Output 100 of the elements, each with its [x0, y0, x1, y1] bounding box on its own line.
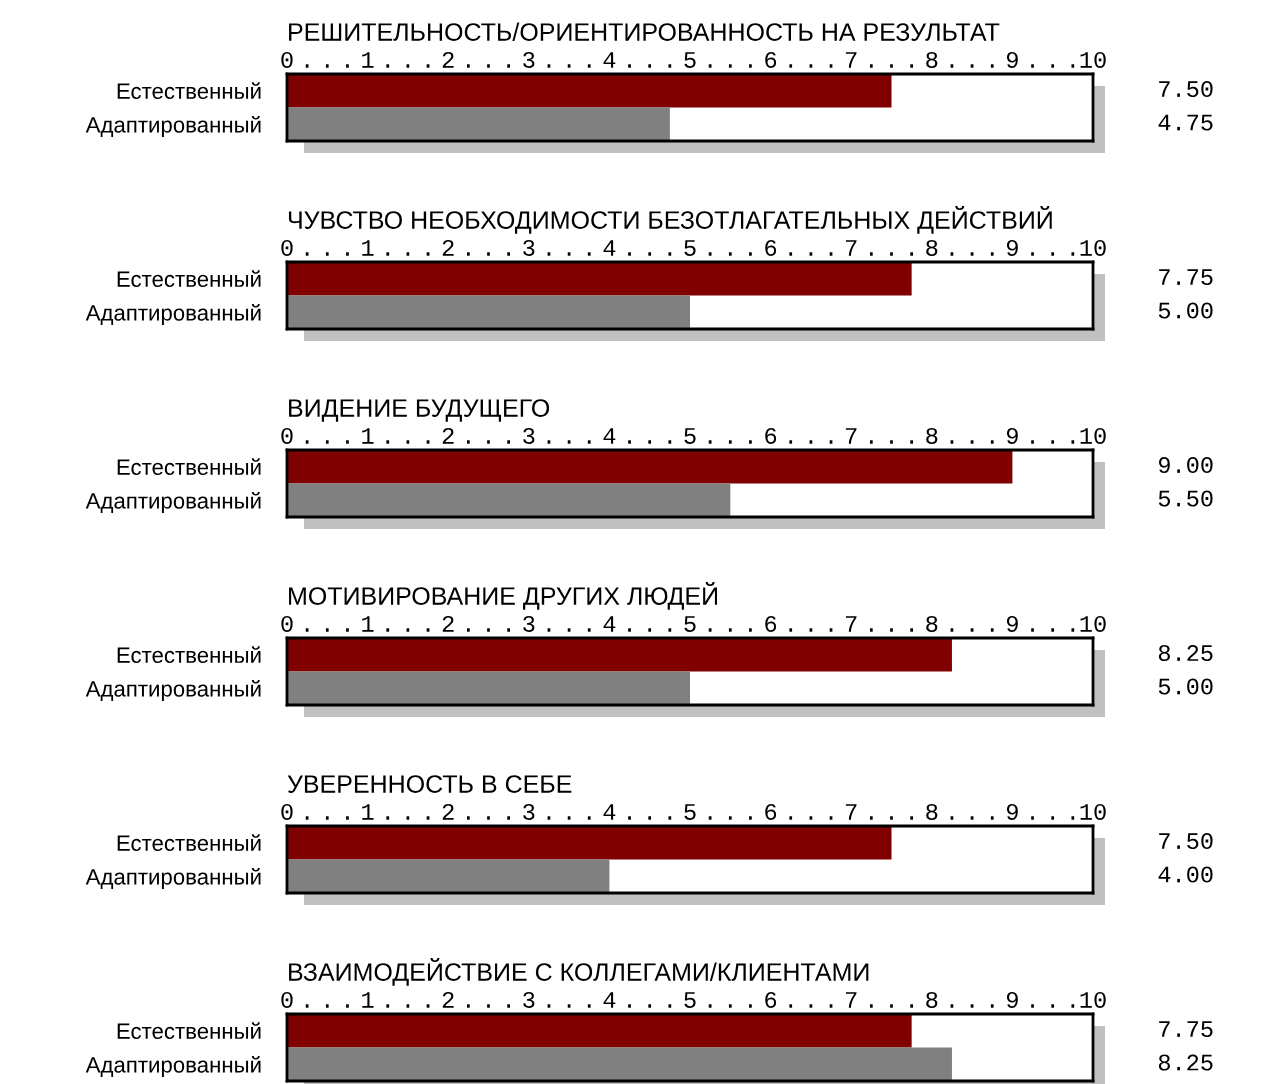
x-tick-label: .: [547, 628, 551, 632]
y-tick-label: Естественный: [117, 458, 261, 476]
data-label: 7.75: [1159, 1021, 1213, 1038]
x-tick-label: 3: [523, 239, 535, 256]
x-tick-label: 1: [362, 992, 374, 1008]
x-tick-label: .: [809, 816, 813, 820]
x-tick-label: .: [305, 440, 309, 444]
x-tick-label: .: [950, 628, 954, 632]
x-tick-label: .: [749, 816, 752, 820]
y-tick-label: Адаптированный: [85, 492, 261, 514]
x-tick-label: .: [1051, 252, 1055, 256]
x-tick-label: .: [708, 252, 712, 256]
x-tick-label: 9: [1006, 615, 1018, 632]
x-tick-label: .: [466, 1004, 470, 1008]
x-tick-label: .: [325, 1004, 329, 1008]
x-tick-label: .: [728, 816, 732, 820]
x-tick-label: 3: [523, 51, 535, 68]
x-tick-label: .: [990, 816, 994, 820]
x-tick-label: .: [648, 252, 652, 256]
x-tick-label: .: [325, 252, 329, 256]
x-tick-label: .: [809, 628, 813, 632]
x-tick-label: .: [648, 440, 652, 444]
x-tick-label: .: [1031, 64, 1034, 68]
x-tick-label: 3: [523, 991, 535, 1008]
x-tick-label: 6: [765, 803, 777, 820]
x-tick-label: .: [507, 440, 510, 444]
x-tick-label: 10: [1080, 51, 1106, 68]
x-tick-label: .: [487, 1004, 490, 1008]
x-tick-label: 8: [926, 427, 938, 444]
x-tick-label: 0: [281, 803, 293, 820]
x-tick-label: .: [406, 816, 410, 820]
x-tick-label: .: [749, 252, 752, 256]
x-tick-label: .: [1071, 1004, 1075, 1008]
data-label: 4.00: [1158, 866, 1213, 883]
x-tick-label: .: [668, 252, 672, 256]
x-tick-label: .: [628, 64, 631, 68]
x-tick-label: .: [426, 816, 430, 820]
x-tick-label: .: [325, 628, 329, 632]
x-tick-label: .: [1031, 440, 1034, 444]
x-tick-label: .: [648, 64, 652, 68]
x-tick-label: .: [628, 628, 631, 632]
x-tick-label: .: [970, 252, 974, 256]
x-tick-label: 1: [362, 240, 374, 256]
x-tick-label: .: [466, 628, 470, 632]
data-label: 5.50: [1158, 490, 1213, 507]
x-tick-label: .: [346, 440, 349, 444]
chart-title: ЧУВСТВО НЕОБХОДИМОСТИ БЕЗОТЛАГАТЕЛЬНЫХ ДЕЙСТВИЙ: [288, 206, 1052, 234]
x-tick-label: 2: [442, 803, 454, 820]
x-tick-label: 2: [442, 239, 454, 256]
x-tick-label: .: [950, 816, 954, 820]
x-tick-label: .: [728, 1004, 732, 1008]
y-tick-label: Естественный: [117, 834, 261, 852]
data-label: 7.75: [1159, 269, 1213, 286]
x-tick-label: .: [990, 1004, 994, 1008]
x-tick-label: 9: [1006, 803, 1018, 820]
x-tick-label: .: [1051, 816, 1055, 820]
x-tick-label: .: [547, 1004, 551, 1008]
x-tick-label: 8: [926, 51, 938, 68]
x-tick-label: .: [547, 64, 551, 68]
x-tick-label: .: [1071, 64, 1075, 68]
x-tick-label: .: [567, 628, 571, 632]
x-tick-label: 10: [1080, 803, 1106, 820]
x-tick-label: 8: [926, 991, 938, 1008]
x-tick-label: .: [487, 440, 490, 444]
x-tick-label: .: [587, 440, 591, 444]
x-tick-label: .: [1071, 252, 1075, 256]
x-tick-label: .: [869, 440, 873, 444]
x-tick-label: .: [386, 440, 390, 444]
x-tick-label: .: [910, 440, 913, 444]
x-tick-label: 6: [765, 51, 777, 68]
x-tick-label: .: [406, 440, 410, 444]
x-tick-label: .: [890, 440, 893, 444]
x-tick-label: .: [406, 1004, 410, 1008]
x-tick-label: .: [628, 816, 631, 820]
x-tick-label: 2: [442, 427, 454, 444]
x-tick-label: .: [487, 64, 490, 68]
x-tick-label: .: [910, 816, 913, 820]
x-tick-label: .: [547, 252, 551, 256]
x-tick-label: .: [386, 252, 390, 256]
x-tick-label: 3: [523, 803, 535, 820]
x-tick-label: .: [426, 64, 430, 68]
x-tick-label: 5: [684, 804, 696, 820]
x-tick-label: .: [950, 252, 954, 256]
x-tick-label: .: [789, 440, 793, 444]
x-tick-label: .: [1071, 440, 1075, 444]
x-tick-label: .: [910, 64, 913, 68]
x-tick-label: .: [708, 64, 712, 68]
x-tick-label: .: [466, 816, 470, 820]
x-tick-label: 7: [845, 240, 857, 256]
data-label: 7.50: [1159, 833, 1213, 850]
x-tick-label: .: [547, 816, 551, 820]
x-tick-label: 4: [603, 428, 616, 444]
x-tick-label: .: [728, 252, 732, 256]
x-tick-label: 3: [523, 615, 535, 632]
x-tick-label: 10: [1080, 427, 1106, 444]
x-tick-label: .: [386, 816, 390, 820]
x-tick-label: 4: [603, 52, 616, 68]
x-tick-label: 9: [1006, 427, 1018, 444]
x-tick-label: .: [406, 64, 410, 68]
x-tick-label: 6: [765, 239, 777, 256]
